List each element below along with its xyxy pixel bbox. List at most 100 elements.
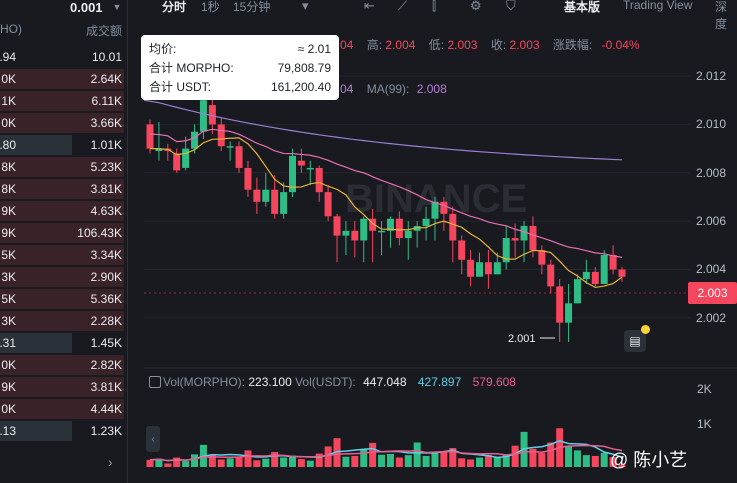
volume-bar xyxy=(369,442,377,467)
order-book-row[interactable]: 0K 2.64K xyxy=(0,68,128,90)
vol-ma1-value: 427.897 xyxy=(417,375,462,389)
tab-1s[interactable]: 1秒 xyxy=(201,0,220,14)
order-book-row[interactable]: .94 10.01 xyxy=(0,46,128,68)
candle-body xyxy=(591,271,599,284)
vol-ma2-value: 579.608 xyxy=(472,375,516,389)
volume-bar xyxy=(146,459,154,467)
ma25-value-partial: 04 xyxy=(340,82,354,96)
notes-icon[interactable]: ▤ xyxy=(624,330,646,352)
volume-bar xyxy=(271,451,279,467)
row-price: .13 xyxy=(0,424,16,438)
close-value: 2.003 xyxy=(509,38,540,52)
vol-usdt-value: 447.048 xyxy=(363,375,407,389)
candle-body xyxy=(493,262,501,275)
volume-bar xyxy=(431,453,439,467)
volume-bar xyxy=(226,458,234,467)
chevron-right-icon[interactable]: › xyxy=(108,454,113,470)
candle-body xyxy=(422,218,430,226)
close-label: 收: xyxy=(490,38,507,52)
candle-body xyxy=(244,167,252,190)
candle-body xyxy=(226,146,234,148)
row-price: 9K xyxy=(1,226,16,240)
volume-bar xyxy=(609,457,617,467)
candle-body xyxy=(573,279,581,304)
order-book-row[interactable]: 0K 2.82K xyxy=(0,354,128,376)
volume-ma2-line xyxy=(149,444,623,462)
tab-15m[interactable]: 15分钟 xyxy=(233,0,271,14)
candle-body xyxy=(395,218,403,239)
candle-body xyxy=(253,189,261,202)
order-book-row[interactable]: .13 1.23K xyxy=(0,420,128,442)
order-book-row[interactable]: 3K 2.90K xyxy=(0,266,128,288)
order-book-row[interactable]: 0K 3.66K xyxy=(0,112,128,134)
tab-time-sharing[interactable]: 分时 xyxy=(162,0,187,14)
chevron-down-icon: ▼ xyxy=(112,2,122,12)
price-precision-select[interactable]: 0.001 ▼ xyxy=(0,0,128,15)
depth-bar xyxy=(0,201,124,221)
ma99-label: MA(99): xyxy=(366,82,410,96)
settings-icon[interactable]: ⚙ xyxy=(470,0,482,13)
candle-body xyxy=(582,271,590,280)
depth-bar xyxy=(0,113,124,133)
candle-body xyxy=(351,230,359,241)
order-book-row[interactable]: .31 1.45K xyxy=(0,332,128,354)
candle-body xyxy=(556,286,564,323)
candle-body xyxy=(467,259,475,277)
fullscreen-icon[interactable]: ⇤ xyxy=(364,0,375,13)
chart-toolbar: 分时 1秒 15分钟 ▾ ⇤ ⟋ ⫿ ⚙ ⛉ 基本版 Trading View … xyxy=(130,0,737,31)
price-precision-value: 0.001 xyxy=(70,0,103,15)
candle-body xyxy=(199,100,207,132)
order-book-row[interactable]: 9K 106.43K xyxy=(0,222,128,244)
order-book: 0.001 ▼ HO) 成交额 .94 10.01 0K 2.64K 1K 6.11K 0K… xyxy=(0,0,128,483)
caret-down-icon[interactable]: ▾ xyxy=(302,0,309,13)
order-book-row[interactable]: 0K 4.44K xyxy=(0,398,128,420)
row-amount: 2.64K xyxy=(90,72,122,86)
depth-bar xyxy=(0,91,124,111)
order-book-row[interactable]: 3K 2.28K xyxy=(0,310,128,332)
order-book-row[interactable]: 8K 3.81K xyxy=(0,178,128,200)
candle-type-icon[interactable]: ⫿ xyxy=(432,0,437,13)
vol-axis-1k: 1K xyxy=(697,417,712,431)
candle-body xyxy=(182,148,190,168)
volume-bar xyxy=(600,452,608,467)
row-price: 0K xyxy=(1,72,16,86)
volume-settings-icon[interactable] xyxy=(149,376,161,388)
volume-bar xyxy=(155,458,163,467)
order-book-row[interactable]: 5K 5.36K xyxy=(0,288,128,310)
volume-bar xyxy=(404,455,412,467)
order-book-row[interactable]: 9K 4.63K xyxy=(0,200,128,222)
sum-base-label: 合计 MORPHO: xyxy=(149,61,234,75)
candle-body xyxy=(511,238,519,241)
order-book-row[interactable]: 5K 3.34K xyxy=(0,244,128,266)
avg-price-label: 均价: xyxy=(149,42,177,56)
order-book-row[interactable]: 1K 6.11K xyxy=(0,90,128,112)
view-depth-button[interactable]: 深度 xyxy=(715,0,728,31)
candle-body xyxy=(449,213,457,241)
price-axis-label: 2.012 xyxy=(696,69,727,84)
row-amount: 10.01 xyxy=(91,50,122,64)
volume-bar xyxy=(182,461,190,467)
summary-tooltip: 均价: ≈ 2.01 合计 MORPHO: 79,808.79 合计 USDT:… xyxy=(141,35,339,100)
low-label: 低: xyxy=(428,38,445,52)
row-amount: 6.11K xyxy=(91,94,122,108)
volume-bar xyxy=(351,455,359,467)
view-basic-button[interactable]: 基本版 xyxy=(564,0,601,14)
candle-body xyxy=(484,262,492,275)
indicator-icon[interactable]: ⟋ xyxy=(398,0,408,13)
view-tradingview-button[interactable]: Trading View xyxy=(623,0,693,12)
order-book-row[interactable]: 8K 5.23K xyxy=(0,156,128,178)
candle-body xyxy=(378,230,386,233)
row-price: 3K xyxy=(1,314,16,328)
volume-bar xyxy=(573,450,581,467)
candle-body xyxy=(173,153,181,171)
row-amount: 2.82K xyxy=(90,358,122,372)
row-price: 8K xyxy=(1,182,16,196)
order-book-row[interactable]: 9K 3.81K xyxy=(0,376,128,398)
order-book-row[interactable]: .80 1.01K xyxy=(0,134,128,156)
candle-body xyxy=(618,269,626,277)
depth-bar xyxy=(0,245,124,265)
collapse-panel-icon[interactable]: ‹ xyxy=(146,426,160,452)
shield-icon[interactable]: ⛉ xyxy=(506,0,516,13)
sum-base-value: 79,808.79 xyxy=(277,61,331,75)
